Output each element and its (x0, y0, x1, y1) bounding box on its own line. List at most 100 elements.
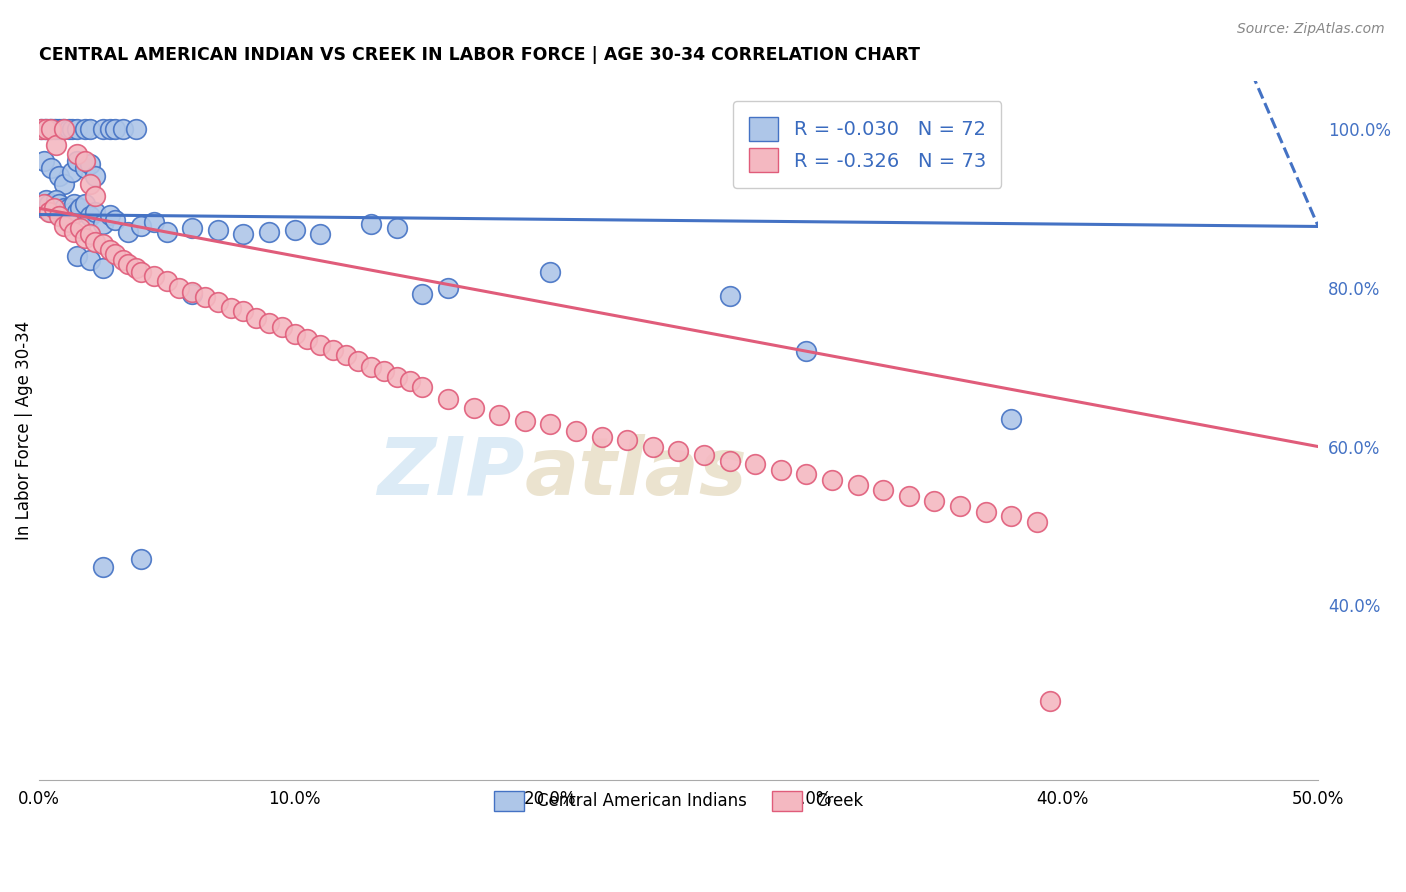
Point (79, 209, 101, 223)
Point (513, 414, 536, 428)
Point (169, 280, 191, 294)
Point (1000, 411, 1022, 425)
Point (232, 227, 254, 241)
Point (35, 121, 58, 136)
Point (58, 215, 80, 229)
Point (79, 252, 101, 267)
Point (66, 249, 89, 263)
Point (45, 121, 67, 136)
Point (245, 310, 267, 325)
Point (111, 121, 134, 136)
Point (668, 443, 690, 458)
Text: Source: ZipAtlas.com: Source: ZipAtlas.com (1237, 22, 1385, 37)
Point (309, 227, 332, 241)
Point (51, 121, 73, 136)
Point (42, 201, 65, 215)
Text: CENTRAL AMERICAN INDIAN VS CREEK IN LABOR FORCE | AGE 30-34 CORRELATION CHART: CENTRAL AMERICAN INDIAN VS CREEK IN LABO… (38, 46, 920, 64)
Point (129, 219, 152, 233)
Point (104, 213, 127, 227)
Point (129, 552, 152, 566)
Point (73, 161, 96, 176)
Point (83, 189, 105, 203)
Point (821, 473, 844, 487)
Point (207, 295, 229, 310)
Point (69, 201, 91, 215)
Point (411, 287, 433, 301)
Point (42, 121, 65, 136)
Point (63, 197, 86, 211)
Point (111, 252, 134, 267)
Point (538, 265, 561, 279)
Point (35, 193, 58, 207)
Point (98, 208, 121, 222)
Point (53, 219, 76, 233)
Point (1000, 509, 1022, 524)
Point (38, 121, 60, 136)
Legend: Central American Indians, Creek: Central American Indians, Creek (481, 778, 877, 824)
Point (83, 235, 105, 249)
Point (79, 121, 101, 136)
Point (385, 369, 408, 384)
Point (79, 178, 101, 192)
Point (98, 121, 121, 136)
Point (60, 205, 83, 219)
Point (83, 169, 105, 184)
Point (1038, 694, 1060, 708)
Point (58, 121, 80, 136)
Point (232, 304, 254, 318)
Point (385, 221, 408, 235)
Point (38, 197, 60, 211)
Point (309, 338, 332, 352)
Point (91, 236, 114, 251)
Point (73, 153, 96, 168)
Point (38, 205, 60, 219)
Point (718, 454, 741, 468)
Point (897, 489, 920, 503)
Point (641, 440, 664, 454)
Point (41, 121, 63, 136)
Point (347, 353, 370, 368)
Point (104, 121, 127, 136)
Point (53, 201, 76, 215)
Point (73, 197, 96, 211)
Point (125, 260, 148, 275)
Point (181, 285, 204, 299)
Point (207, 223, 229, 237)
Point (1025, 515, 1047, 529)
Point (83, 205, 105, 219)
Point (30, 121, 52, 136)
Point (872, 483, 894, 498)
Point (48, 209, 70, 223)
Point (437, 280, 460, 294)
Point (66, 153, 89, 168)
Point (45, 137, 67, 152)
Point (398, 375, 420, 389)
Point (360, 217, 382, 231)
Point (117, 257, 139, 271)
Point (693, 448, 716, 462)
Point (53, 121, 76, 136)
Point (322, 343, 344, 357)
Point (60, 165, 83, 179)
Point (616, 434, 638, 448)
Point (335, 348, 357, 362)
Point (32, 153, 55, 168)
Point (48, 197, 70, 211)
Point (98, 243, 121, 257)
Point (437, 392, 460, 406)
Point (45, 193, 67, 207)
Point (42, 201, 65, 215)
Point (360, 360, 382, 375)
Point (41, 205, 63, 219)
Point (463, 401, 485, 416)
Point (297, 331, 319, 345)
Point (48, 121, 70, 136)
Point (66, 205, 89, 219)
Point (30, 121, 52, 136)
Point (66, 147, 89, 161)
Point (48, 169, 70, 184)
Point (51, 205, 73, 219)
Text: atlas: atlas (524, 434, 748, 512)
Point (744, 457, 766, 471)
Point (181, 221, 204, 235)
